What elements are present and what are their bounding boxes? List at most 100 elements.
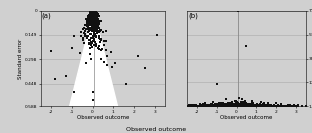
Point — [92, 33, 97, 36]
Point — [92, 16, 97, 19]
Point — [203, 105, 208, 107]
Point — [252, 105, 257, 107]
Point — [92, 14, 97, 16]
Point — [228, 105, 233, 107]
Point — [69, 47, 74, 49]
Point — [211, 104, 216, 106]
Point — [92, 19, 97, 21]
Point — [225, 105, 230, 107]
Point — [91, 35, 96, 37]
Point — [95, 13, 100, 15]
Point — [193, 104, 198, 107]
Point — [92, 11, 97, 13]
Point — [84, 20, 89, 22]
Point — [256, 105, 261, 107]
Point — [215, 105, 220, 107]
Point — [90, 15, 95, 17]
Point — [266, 104, 271, 106]
Point — [179, 105, 184, 107]
Point — [93, 10, 98, 12]
Point — [270, 105, 275, 107]
Point — [92, 10, 97, 12]
Point — [258, 105, 263, 107]
Point — [240, 105, 245, 107]
Point — [87, 18, 92, 20]
Point — [88, 22, 93, 24]
Point — [261, 103, 266, 106]
Point — [179, 105, 184, 107]
Point — [179, 105, 184, 107]
Point — [284, 105, 289, 107]
Point — [91, 16, 96, 18]
Point — [89, 21, 94, 24]
Point — [87, 28, 92, 30]
Point — [235, 105, 240, 107]
Point — [93, 28, 98, 30]
Point — [202, 103, 207, 105]
Point — [97, 30, 102, 32]
Point — [91, 25, 96, 27]
Point — [192, 104, 197, 106]
Point — [93, 14, 98, 16]
Point — [237, 103, 242, 106]
Point — [89, 21, 94, 23]
Point — [252, 105, 257, 107]
Point — [246, 104, 251, 107]
Point — [88, 16, 93, 18]
Point — [224, 105, 229, 107]
Point — [91, 36, 96, 38]
Point — [250, 100, 255, 102]
Point — [92, 11, 97, 13]
Point — [92, 13, 97, 15]
Point — [93, 15, 98, 17]
Point — [251, 105, 256, 107]
Point — [239, 104, 244, 106]
Point — [277, 105, 282, 107]
Point — [92, 14, 97, 16]
Text: (b): (b) — [188, 13, 198, 19]
Point — [95, 20, 100, 22]
Point — [89, 12, 94, 14]
Point — [91, 12, 96, 14]
Point — [91, 10, 96, 12]
Point — [199, 104, 204, 106]
Point — [226, 104, 231, 106]
Point — [231, 105, 236, 107]
Point — [214, 82, 219, 85]
Point — [91, 11, 96, 13]
Point — [90, 11, 95, 13]
Point — [92, 22, 97, 25]
Point — [236, 105, 241, 107]
Point — [104, 64, 109, 66]
Point — [82, 27, 87, 29]
Point — [89, 22, 94, 24]
Point — [88, 58, 93, 60]
Point — [92, 12, 97, 14]
Point — [226, 105, 231, 107]
Point — [91, 15, 96, 17]
Point — [236, 103, 241, 105]
Point — [91, 13, 96, 15]
Point — [88, 18, 93, 20]
Point — [94, 23, 99, 25]
Point — [92, 18, 97, 20]
Point — [97, 30, 102, 32]
Point — [200, 103, 205, 106]
Point — [273, 105, 278, 107]
Point — [84, 28, 89, 30]
Point — [92, 13, 97, 16]
Point — [77, 52, 82, 54]
Point — [251, 105, 256, 107]
Point — [94, 17, 99, 19]
Point — [90, 13, 95, 15]
Point — [240, 105, 245, 107]
Point — [91, 18, 96, 20]
Point — [261, 103, 266, 105]
Point — [91, 29, 96, 31]
Point — [92, 14, 97, 16]
Point — [236, 102, 241, 104]
Point — [223, 105, 228, 107]
Point — [90, 20, 95, 22]
Point — [89, 13, 94, 16]
Point — [239, 104, 244, 106]
